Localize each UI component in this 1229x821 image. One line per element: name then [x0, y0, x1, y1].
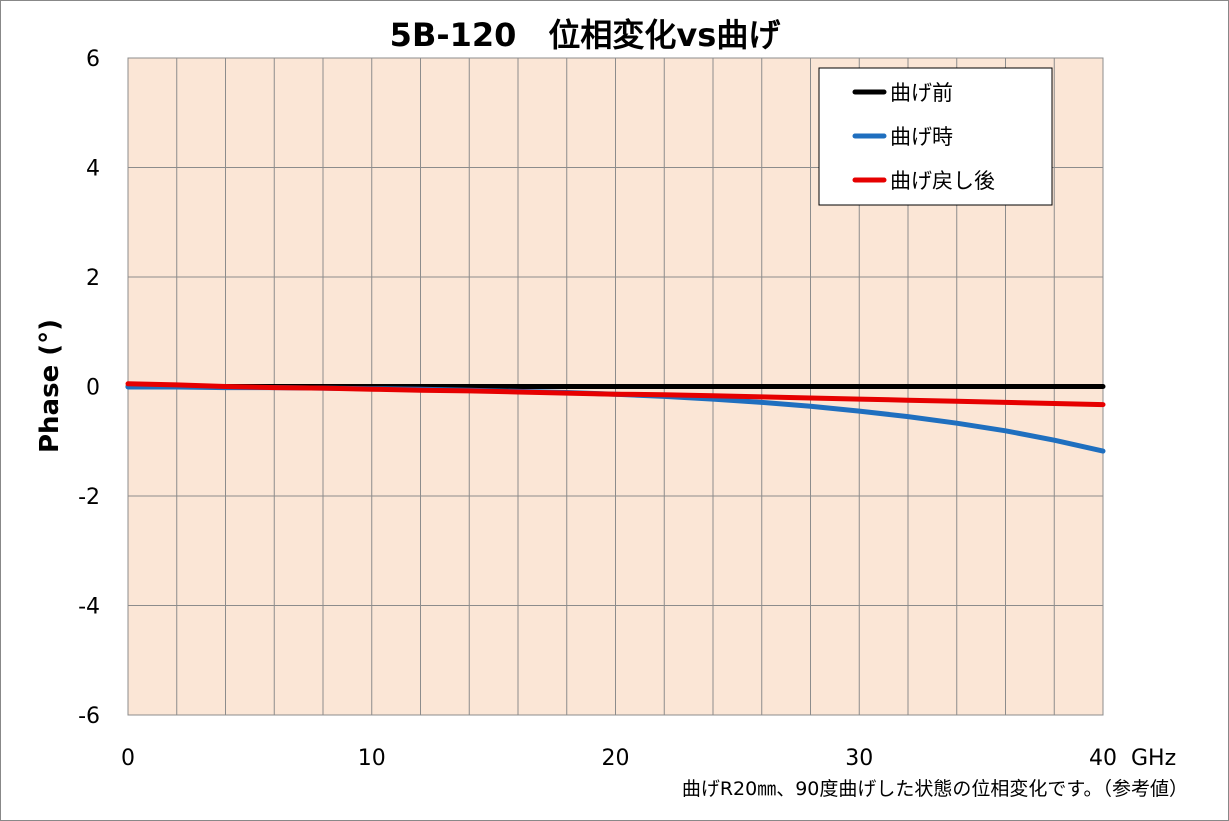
legend-label: 曲げ時: [890, 125, 953, 149]
x-tick-label: 0: [121, 746, 135, 771]
legend-label: 曲げ前: [890, 81, 953, 105]
series-line: [125, 381, 1106, 408]
y-tick-label: -2: [78, 485, 100, 510]
y-tick-label: 4: [86, 157, 100, 182]
x-tick-label: 10: [358, 746, 386, 771]
footnote: 曲げR20㎜、90度曲げした状態の位相変化です。（参考値）: [682, 778, 1188, 800]
x-tick-label: 20: [602, 746, 630, 771]
chart-title: 5B-120 位相変化vs曲げ: [390, 16, 781, 54]
y-tick-label: 2: [86, 266, 100, 291]
x-axis-label: GHz: [1131, 746, 1176, 771]
series-lines: [125, 381, 1106, 454]
x-tick-label: 40: [1089, 746, 1117, 771]
y-axis-label: Phase (°): [35, 319, 65, 453]
y-tick-label: -4: [78, 595, 100, 620]
y-tick-label: 6: [86, 47, 100, 72]
y-tick-label: 0: [86, 376, 100, 401]
x-tick-label: 30: [845, 746, 873, 771]
y-tick-label: -6: [78, 704, 100, 729]
legend-label: 曲げ戻し後: [890, 169, 995, 193]
